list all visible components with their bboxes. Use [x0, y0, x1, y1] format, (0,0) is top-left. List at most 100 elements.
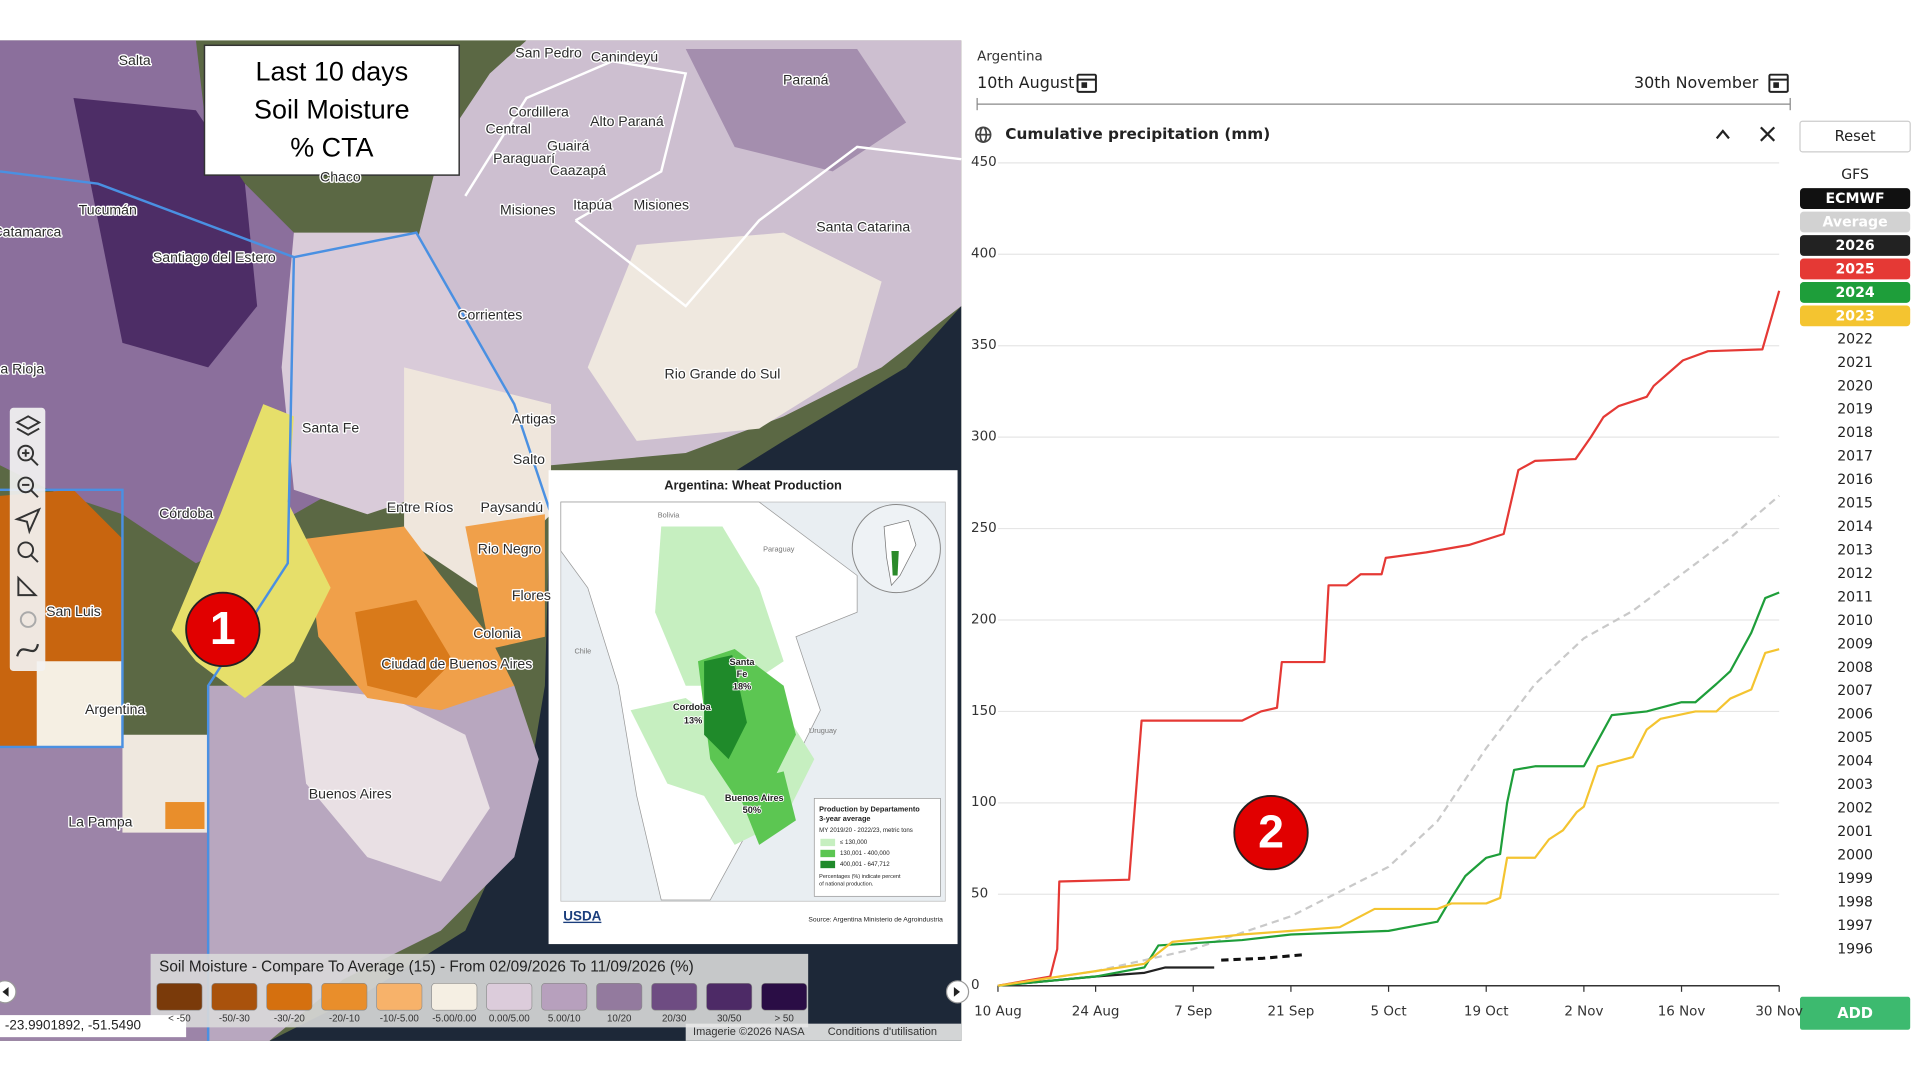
year-option[interactable]: 2005	[1837, 730, 1873, 746]
legend-entry: ECMWF	[1826, 191, 1885, 207]
year-option[interactable]: 2021	[1837, 355, 1873, 371]
region-cream	[293, 685, 490, 882]
inset-text: Chile	[575, 646, 592, 655]
year-option[interactable]: 2015	[1837, 496, 1873, 512]
year-option[interactable]: 2004	[1837, 754, 1873, 770]
layers-icon[interactable]	[15, 415, 42, 436]
year-option[interactable]: 2009	[1837, 636, 1873, 652]
legend-entry: 2026	[1836, 238, 1875, 254]
year-option[interactable]: 2019	[1837, 402, 1873, 418]
place-label: Paysandú	[481, 499, 544, 515]
place-label: Artigas	[512, 411, 556, 427]
year-option[interactable]: 2006	[1837, 707, 1873, 723]
legend-swatch	[266, 982, 313, 1011]
boundary	[0, 170, 296, 1041]
coordinates-box	[0, 1015, 187, 1038]
legend-pill[interactable]	[1800, 258, 1911, 280]
y-tick-label: 450	[971, 155, 997, 170]
calendar-icon[interactable]	[1076, 73, 1097, 93]
year-option[interactable]: 1997	[1837, 918, 1873, 934]
series-line	[1221, 953, 1305, 962]
y-tick-label: 0	[971, 978, 980, 993]
draw-icon[interactable]	[16, 643, 40, 657]
inset-text: Paraguay	[763, 545, 795, 554]
legend-label: -20/-10	[329, 1013, 361, 1024]
place-label: Canindeyú	[591, 48, 658, 64]
map-title-box	[203, 44, 460, 176]
year-option[interactable]: 2000	[1837, 847, 1873, 863]
year-option[interactable]: 2012	[1837, 566, 1873, 582]
legend-label: -30/-20	[274, 1013, 306, 1024]
series-line	[997, 494, 1780, 987]
legend-label: < -50	[168, 1013, 191, 1024]
legend-label: 30/50	[717, 1013, 742, 1024]
zoom-out-icon[interactable]	[17, 476, 39, 498]
inset-text: Bolivia	[658, 510, 681, 519]
year-option[interactable]: 2001	[1837, 824, 1873, 840]
marker	[1233, 795, 1309, 871]
legend-pill[interactable]	[1800, 235, 1911, 256]
year-option[interactable]: 1999	[1837, 871, 1873, 887]
legend-swatch	[486, 982, 533, 1011]
place-label: Buenos Aires	[309, 785, 392, 801]
legend-swatch	[706, 982, 753, 1011]
legend-swatch	[376, 982, 423, 1011]
legend-label: > 50	[775, 1013, 795, 1024]
year-option[interactable]: 1996	[1837, 941, 1873, 957]
search-icon[interactable]	[17, 541, 39, 563]
target-icon[interactable]	[19, 611, 37, 628]
region-purple	[685, 48, 907, 172]
legend-pill[interactable]	[1800, 211, 1911, 233]
year-option[interactable]: 2007	[1837, 683, 1873, 699]
year-option[interactable]: 2018	[1837, 425, 1873, 441]
year-option[interactable]: 2022	[1837, 331, 1873, 347]
legend-label: 10/20	[607, 1013, 632, 1024]
year-option[interactable]: 2010	[1837, 613, 1873, 629]
legend-pill[interactable]	[1800, 188, 1911, 209]
year-option[interactable]: 1998	[1837, 894, 1873, 910]
year-option[interactable]: 2002	[1837, 801, 1873, 817]
series-line	[997, 591, 1780, 987]
year-option[interactable]: 2020	[1837, 378, 1873, 394]
close-button[interactable]	[1760, 126, 1776, 142]
place-label: Entre Ríos	[387, 499, 454, 515]
place-label: Salta	[119, 52, 151, 68]
measure-icon[interactable]	[17, 575, 38, 597]
place-label: Corrientes	[457, 307, 522, 323]
boundary	[293, 231, 553, 515]
place-label: Santa Catarina	[816, 218, 910, 234]
year-option[interactable]: 2011	[1837, 589, 1873, 605]
legend-pill[interactable]	[1800, 305, 1911, 327]
globe-icon	[975, 126, 992, 143]
globe-land	[883, 519, 917, 587]
legend-swatch	[541, 982, 588, 1011]
y-tick-label: 150	[971, 704, 997, 719]
y-tick-label: 50	[971, 887, 988, 902]
map-legend-bg	[150, 953, 809, 1028]
legend-pill[interactable]	[1800, 282, 1911, 303]
zoom-in-icon[interactable]	[17, 444, 39, 466]
year-option[interactable]: 2014	[1837, 519, 1873, 535]
inset-text: Argentina: Wheat Production	[664, 478, 842, 493]
x-tick-label: 10 Aug	[974, 1004, 1022, 1019]
inset-text: 3-year average	[819, 814, 870, 823]
reset-button[interactable]	[1799, 120, 1911, 153]
year-option[interactable]: 2016	[1837, 472, 1873, 488]
inset-dark	[704, 655, 747, 760]
add-label: ADD	[1837, 1005, 1873, 1022]
place-label: Itapúa	[573, 196, 612, 212]
place-label: Cordillera	[509, 103, 569, 119]
calendar-icon[interactable]	[1768, 73, 1789, 93]
region-cream	[36, 661, 123, 747]
inset-text: Percentages (%) indicate percent	[819, 874, 901, 880]
y-tick-label: 250	[971, 521, 997, 536]
year-option[interactable]: 2017	[1837, 449, 1873, 465]
place-label: La Rioja	[0, 361, 44, 377]
x-tick-label: 5 Oct	[1371, 1004, 1407, 1019]
year-option[interactable]: 2003	[1837, 777, 1873, 793]
locate-icon[interactable]	[14, 507, 42, 535]
year-option[interactable]: 2008	[1837, 660, 1873, 676]
add-button[interactable]	[1800, 996, 1911, 1030]
year-option[interactable]: 2013	[1837, 542, 1873, 558]
collapse-button[interactable]	[1715, 129, 1730, 140]
